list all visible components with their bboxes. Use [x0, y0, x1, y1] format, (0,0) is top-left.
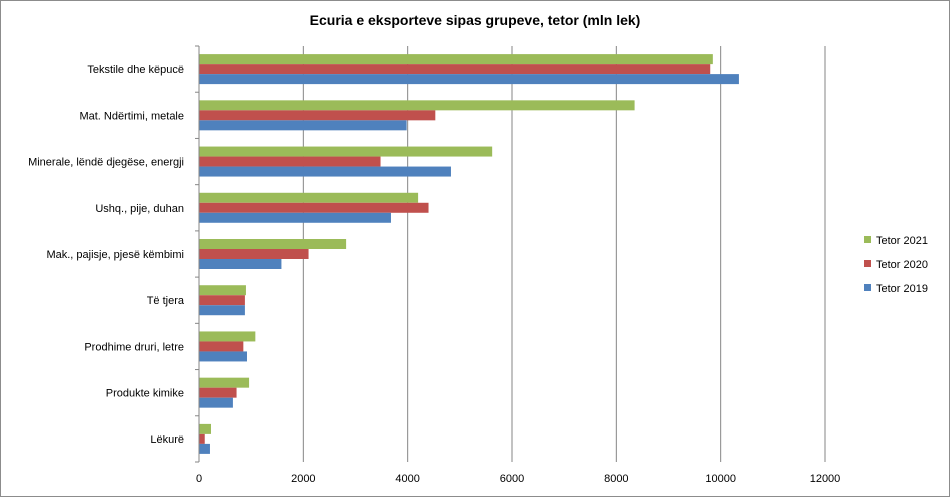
x-tick-label: 0	[196, 473, 202, 485]
bar	[199, 120, 407, 131]
bar	[199, 443, 210, 454]
category-label: Lëkurë	[150, 434, 184, 446]
bar	[199, 239, 347, 249]
x-tick-label: 12000	[810, 473, 841, 485]
legend-label: Tetor 2021	[876, 235, 928, 247]
bar	[199, 249, 309, 259]
bar	[199, 166, 451, 177]
legend-swatch	[864, 284, 871, 291]
bar	[199, 331, 256, 342]
legend-label: Tetor 2020	[876, 259, 928, 271]
bar	[199, 259, 282, 269]
category-label: Mat. Ndërtimi, metale	[79, 110, 184, 122]
x-tick-label: 2000	[291, 473, 315, 485]
bar	[199, 146, 493, 157]
bar	[199, 192, 419, 203]
bar	[199, 377, 250, 388]
bar	[199, 202, 429, 213]
legend-swatch	[864, 236, 871, 243]
category-label: Prodhime druri, letre	[84, 341, 184, 353]
bar	[199, 64, 711, 75]
x-tick-label: 8000	[604, 473, 628, 485]
bar	[199, 212, 391, 223]
chart-title: Ecuria e eksporteve sipas grupeve, tetor…	[309, 12, 641, 28]
x-tick-label: 10000	[705, 473, 736, 485]
bar	[199, 305, 245, 316]
category-label: Ushq., pije, duhan	[95, 203, 184, 215]
legend-label: Tetor 2019	[876, 283, 928, 295]
bar	[199, 433, 205, 444]
category-label: Të tjera	[147, 295, 185, 307]
category-label: Produkte kimike	[106, 388, 184, 400]
legend-swatch	[864, 260, 871, 267]
category-label: Minerale, lëndë djegëse, energji	[28, 157, 184, 169]
bar	[199, 295, 245, 306]
bar	[199, 351, 247, 362]
bar	[199, 74, 739, 85]
bar	[199, 100, 635, 111]
category-label: Mak., pajisje, pjesë këmbimi	[46, 249, 184, 261]
bar	[199, 110, 436, 121]
bar	[199, 387, 237, 398]
bar	[199, 54, 713, 65]
bar	[199, 397, 233, 408]
bar	[199, 285, 246, 296]
bar	[199, 156, 381, 167]
bar	[199, 423, 211, 434]
x-tick-label: 4000	[395, 473, 419, 485]
bar	[199, 341, 244, 352]
category-label: Tekstile dhe këpucë	[87, 64, 184, 76]
x-tick-label: 6000	[500, 473, 524, 485]
